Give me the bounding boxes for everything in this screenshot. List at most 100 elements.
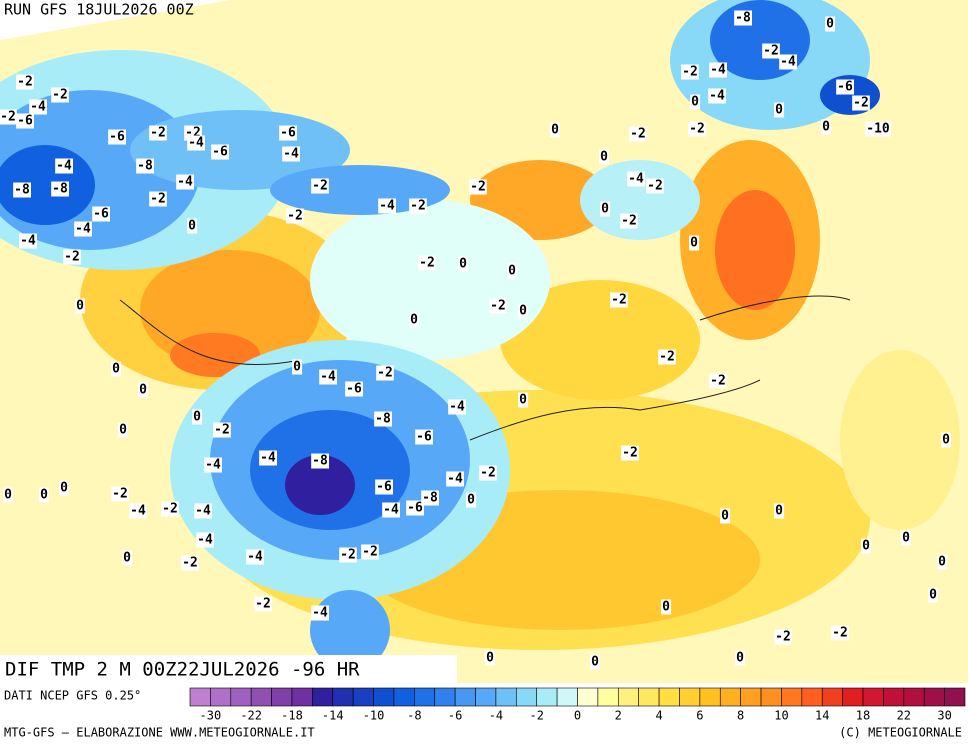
contour-label: -4 [197, 533, 213, 548]
color-box [393, 687, 415, 707]
label-bg [374, 411, 392, 427]
label-bg [311, 605, 329, 621]
contour-label: -6 [109, 130, 125, 145]
color-box [250, 687, 272, 707]
contour-label: 0 [826, 17, 834, 32]
contour-label: 0 [591, 655, 599, 670]
color-box [944, 687, 966, 707]
contour-label: -4 [710, 63, 726, 78]
contour-label: 0 [736, 651, 744, 666]
label-bg [734, 10, 752, 26]
contour-label: 0 [60, 481, 68, 496]
label-bg [246, 549, 264, 565]
contour-label: -2 [763, 44, 779, 59]
contour-label: -6 [407, 501, 423, 516]
contour-label: -2 [611, 293, 627, 308]
colorbar-tick-label: -8 [407, 709, 421, 723]
label-bg [689, 235, 700, 251]
contour-label: -2 [682, 65, 698, 80]
contour-label: -2 [182, 556, 198, 571]
contour-label: 0 [662, 600, 670, 615]
color-box [516, 687, 538, 707]
contour-label: 0 [775, 103, 783, 118]
label-bg [901, 530, 912, 546]
contour-label: 0 [551, 123, 559, 138]
label-bg [92, 206, 110, 222]
color-box [536, 687, 558, 707]
color-box [230, 687, 252, 707]
label-bg [75, 298, 86, 314]
label-bg [821, 119, 832, 135]
colorbar-tick-label: 30 [937, 709, 951, 723]
contour-label: -8 [375, 412, 391, 427]
label-bg [774, 629, 792, 645]
colorbar-tick-label: 14 [815, 709, 829, 723]
contour-labels: -2-4-2 -6-2-6 -2 -2-4-6-6-4-4 -8-4-8 -8-6-2-4… [0, 10, 952, 670]
label-bg [108, 129, 126, 145]
contour-label: 0 [775, 504, 783, 519]
contour-label: -6 [280, 126, 296, 141]
label-bg [735, 650, 746, 666]
contour-label: -4 [780, 55, 796, 70]
label-bg [774, 503, 785, 519]
field-title: DIF TMP 2 M 00Z22JUL2026 -96 HR [5, 659, 360, 681]
colorbar-tick-label: -10 [363, 709, 385, 723]
colorbar-tick-label: 8 [737, 709, 744, 723]
label-bg [187, 135, 205, 151]
contour-label: -2 [490, 299, 506, 314]
label-bg [0, 109, 17, 125]
label-bg [836, 79, 854, 95]
label-bg [418, 255, 436, 271]
contour-label: -4 [205, 458, 221, 473]
label-bg [458, 256, 469, 272]
contour-label: -4 [312, 606, 328, 621]
colorbar-tick-label: 10 [774, 709, 788, 723]
label-bg [211, 144, 229, 160]
contour-label: -4 [130, 504, 146, 519]
label-bg [688, 121, 706, 137]
label-bg [518, 303, 529, 319]
label-bg [74, 221, 92, 237]
contour-label: 0 [188, 219, 196, 234]
label-bg [136, 158, 154, 174]
run-title: RUN GFS 18JUL2026 00Z [4, 1, 194, 19]
color-box [414, 687, 436, 707]
label-bg [466, 492, 477, 508]
color-box [312, 687, 334, 707]
label-bg [446, 471, 464, 487]
color-box [617, 687, 639, 707]
label-bg [421, 490, 439, 506]
label-bg [192, 409, 203, 425]
label-bg [111, 486, 129, 502]
label-bg [63, 249, 81, 265]
contour-label: -8 [137, 159, 153, 174]
label-bg [279, 125, 297, 141]
label-bg [774, 102, 785, 118]
label-bg [55, 158, 73, 174]
contour-label: -4 [30, 100, 46, 115]
contour-label: -2 [689, 122, 705, 137]
contour-label: 0 [519, 393, 527, 408]
contour-label: -2 [647, 179, 663, 194]
contour-label: -2 [255, 597, 271, 612]
contour-label: 0 [822, 120, 830, 135]
contour-label: -4 [383, 503, 399, 518]
source: DATI NCEP GFS 0.25° [4, 689, 141, 703]
contour-label: -2 [52, 88, 68, 103]
label-bg [181, 555, 199, 571]
label-bg [213, 422, 231, 438]
contour-label: -4 [75, 222, 91, 237]
contour-label: -2 [312, 179, 328, 194]
contour-label: -2 [710, 374, 726, 389]
contour-label: -2 [480, 466, 496, 481]
contour-label: -2 [410, 199, 426, 214]
label-bg [118, 422, 129, 438]
label-bg [187, 218, 198, 234]
color-box [699, 687, 721, 707]
label-bg [708, 88, 726, 104]
label-bg [485, 650, 496, 666]
label-bg [254, 596, 272, 612]
contour-label: -2 [832, 626, 848, 641]
contour-label: -10 [866, 122, 890, 137]
contour-label: 0 [40, 488, 48, 503]
